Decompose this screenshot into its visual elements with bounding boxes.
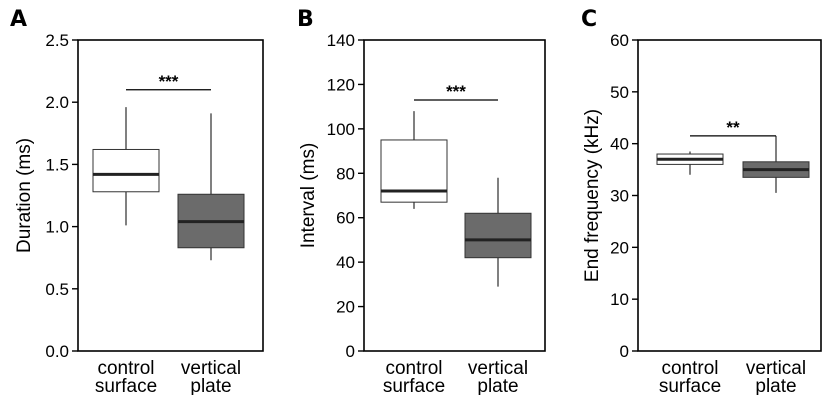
box-iqr xyxy=(380,139,448,203)
y-tick-label: 140 xyxy=(327,31,355,50)
box-iqr xyxy=(92,148,160,193)
panel-letter: C xyxy=(581,7,597,32)
category-label: control xyxy=(385,358,442,379)
y-tick-label: 30 xyxy=(610,187,629,206)
category-label: vertical xyxy=(181,358,241,379)
y-tick-label: 40 xyxy=(610,135,629,154)
y-tick-label: 1.0 xyxy=(45,218,69,237)
y-tick-label: 20 xyxy=(610,238,629,257)
y-tick-label: 0 xyxy=(346,342,355,361)
y-tick-label: 0.0 xyxy=(45,342,69,361)
category-label: control xyxy=(97,358,154,379)
panel-a: A 0.0 0.5 1.0 1.5 2.0 2.5 Duration (ms) controls… xyxy=(10,7,264,395)
y-tick-label: 80 xyxy=(336,164,355,183)
panel-letter: A xyxy=(10,7,27,32)
panel-b: B 0 20 40 60 80 100 120 140 Interval (ms) controls… xyxy=(297,7,546,395)
category-label: surface xyxy=(659,376,721,395)
y-tick-label: 2.5 xyxy=(45,31,69,50)
y-tick-label: 10 xyxy=(610,290,629,309)
plot-frame xyxy=(363,39,546,352)
significance-label: ** xyxy=(726,118,740,137)
y-tick-label: 2.0 xyxy=(45,93,69,112)
category-label: plate xyxy=(755,376,796,395)
y-tick-label: 100 xyxy=(327,120,355,139)
category-label: vertical xyxy=(468,358,528,379)
y-tick-label: 40 xyxy=(336,253,355,272)
significance-label: *** xyxy=(446,82,466,101)
y-tick-label: 0.5 xyxy=(45,280,69,299)
category-label: plate xyxy=(477,376,518,395)
y-axis-label: End frequency (kHz) xyxy=(582,109,603,282)
y-tick-label: 50 xyxy=(610,83,629,102)
plot-frame xyxy=(77,39,264,352)
category-label: plate xyxy=(190,376,231,395)
y-tick-label: 60 xyxy=(610,31,629,50)
y-tick-label: 1.5 xyxy=(45,155,69,174)
y-tick-label: 20 xyxy=(336,298,355,317)
y-axis-label: Interval (ms) xyxy=(298,143,319,249)
y-tick-label: 0 xyxy=(620,342,629,361)
y-tick-label: 60 xyxy=(336,209,355,228)
box-iqr xyxy=(464,212,532,259)
significance-label: *** xyxy=(159,72,179,91)
category-label: surface xyxy=(95,376,157,395)
panel-c: C 0 10 20 30 40 50 60 End frequency (kHz) control… xyxy=(581,7,822,395)
plot-frame xyxy=(637,39,822,352)
y-tick-label: 120 xyxy=(327,75,355,94)
category-label: surface xyxy=(383,376,445,395)
category-label: vertical xyxy=(746,358,806,379)
y-axis-label: Duration (ms) xyxy=(14,138,35,253)
panel-letter: B xyxy=(297,7,314,32)
category-label: control xyxy=(661,358,718,379)
